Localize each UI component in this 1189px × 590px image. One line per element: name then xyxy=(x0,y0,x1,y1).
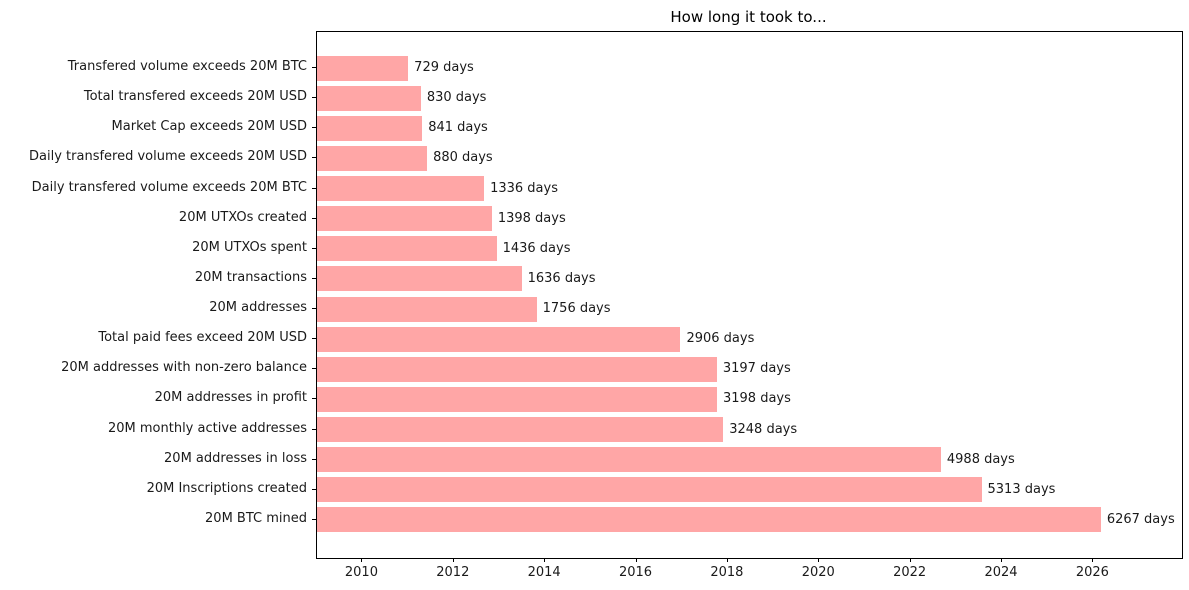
y-tick-mark xyxy=(312,157,316,159)
x-tick-mark xyxy=(909,558,911,562)
y-tick-mark xyxy=(312,217,316,219)
y-tick-mark xyxy=(312,428,316,430)
bar xyxy=(317,115,423,141)
y-tick-mark xyxy=(312,488,316,490)
bar-value-label: 1398 days xyxy=(497,210,566,226)
y-tick-mark xyxy=(312,67,316,68)
x-tick-label: 2010 xyxy=(344,565,378,580)
x-tick-label: 2012 xyxy=(436,565,470,580)
chart-title: How long it took to... xyxy=(670,8,827,26)
bar-value-label: 3248 days xyxy=(729,421,798,437)
y-axis-label: Total paid fees exceed 20M USD xyxy=(98,330,307,346)
x-tick-label: 2022 xyxy=(893,565,927,580)
bar-value-label: 880 days xyxy=(433,150,493,166)
bar-value-label: 2906 days xyxy=(686,331,755,347)
x-tick-label: 2014 xyxy=(527,565,561,580)
y-axis-label: 20M addresses in profit xyxy=(154,390,307,406)
y-tick-mark xyxy=(312,187,316,189)
bar-value-label: 1336 days xyxy=(490,180,558,196)
y-tick-mark xyxy=(312,458,316,460)
bar xyxy=(317,55,409,81)
bar xyxy=(317,236,497,262)
y-axis-label: 20M BTC mined xyxy=(205,510,307,526)
y-axis-label: Daily transfered volume exceeds 20M USD xyxy=(29,149,307,165)
x-tick-label: 2016 xyxy=(618,565,653,580)
bar xyxy=(317,507,1101,533)
y-tick-mark xyxy=(312,518,316,520)
bar xyxy=(317,477,982,503)
x-tick-mark xyxy=(361,558,363,562)
y-axis-label: Transfered volume exceeds 20M BTC xyxy=(67,59,307,74)
bar xyxy=(317,145,428,171)
y-axis-label: Daily transfered volume exceeds 20M BTC xyxy=(31,179,307,195)
y-axis-label: 20M addresses xyxy=(209,300,307,316)
y-tick-mark xyxy=(312,368,316,370)
bar-value-label: 830 days xyxy=(426,90,487,106)
bar-value-label: 6267 days xyxy=(1106,511,1175,527)
y-tick-mark xyxy=(312,97,316,99)
bar xyxy=(317,296,537,322)
bar xyxy=(317,206,492,232)
bar-value-label: 1436 days xyxy=(502,240,571,256)
x-tick-mark xyxy=(452,558,454,562)
bar-value-label: 1756 days xyxy=(542,301,611,317)
y-axis-label: 20M addresses with non-zero balance xyxy=(61,360,307,376)
y-axis-label: Total transfered exceeds 20M USD xyxy=(83,89,307,105)
y-axis-label: 20M monthly active addresses xyxy=(107,420,307,436)
x-tick-label: 2020 xyxy=(801,565,835,580)
bar-value-label: 3198 days xyxy=(722,391,791,407)
x-tick-mark xyxy=(1092,558,1094,562)
bar-value-label: 841 days xyxy=(428,120,488,136)
bar xyxy=(317,447,941,473)
y-axis-label: 20M addresses in loss xyxy=(164,450,307,466)
y-axis-label: 20M UTXOs spent xyxy=(192,239,307,255)
bar xyxy=(317,85,421,111)
y-tick-mark xyxy=(312,398,316,400)
bar-value-label: 1636 days xyxy=(527,270,596,286)
bar-value-label: 3197 days xyxy=(722,361,791,377)
bar-value-label: 4988 days xyxy=(946,451,1015,467)
bar xyxy=(317,266,522,292)
y-axis-label: 20M UTXOs created xyxy=(178,209,307,225)
plot-area: 729 days 830 days 841 days 880 days 1336 day… xyxy=(316,31,1183,559)
y-tick-mark xyxy=(312,308,316,310)
bar xyxy=(317,356,717,382)
bar xyxy=(317,386,717,412)
bar-value-label: 5313 days xyxy=(987,481,1056,497)
y-axis-label: 20M Inscriptions created xyxy=(146,480,307,496)
bar xyxy=(317,176,485,202)
y-axis-label: 20M transactions xyxy=(194,269,307,285)
y-axis-label: Market Cap exceeds 20M USD xyxy=(111,119,307,135)
x-tick-label: 2024 xyxy=(984,565,1018,580)
x-tick-mark xyxy=(635,558,637,562)
x-tick-mark xyxy=(1001,558,1002,562)
x-tick-label: 2026 xyxy=(1075,565,1109,580)
y-tick-mark xyxy=(312,127,316,129)
x-tick-mark xyxy=(726,558,728,562)
x-tick-label: 2018 xyxy=(710,565,744,580)
x-tick-mark xyxy=(818,558,820,562)
y-tick-mark xyxy=(312,338,316,340)
y-tick-mark xyxy=(312,277,316,279)
y-tick-mark xyxy=(312,247,316,249)
bar xyxy=(317,326,681,352)
bar xyxy=(317,417,724,443)
x-tick-mark xyxy=(544,558,546,562)
bar-value-label: 729 days xyxy=(414,60,474,75)
